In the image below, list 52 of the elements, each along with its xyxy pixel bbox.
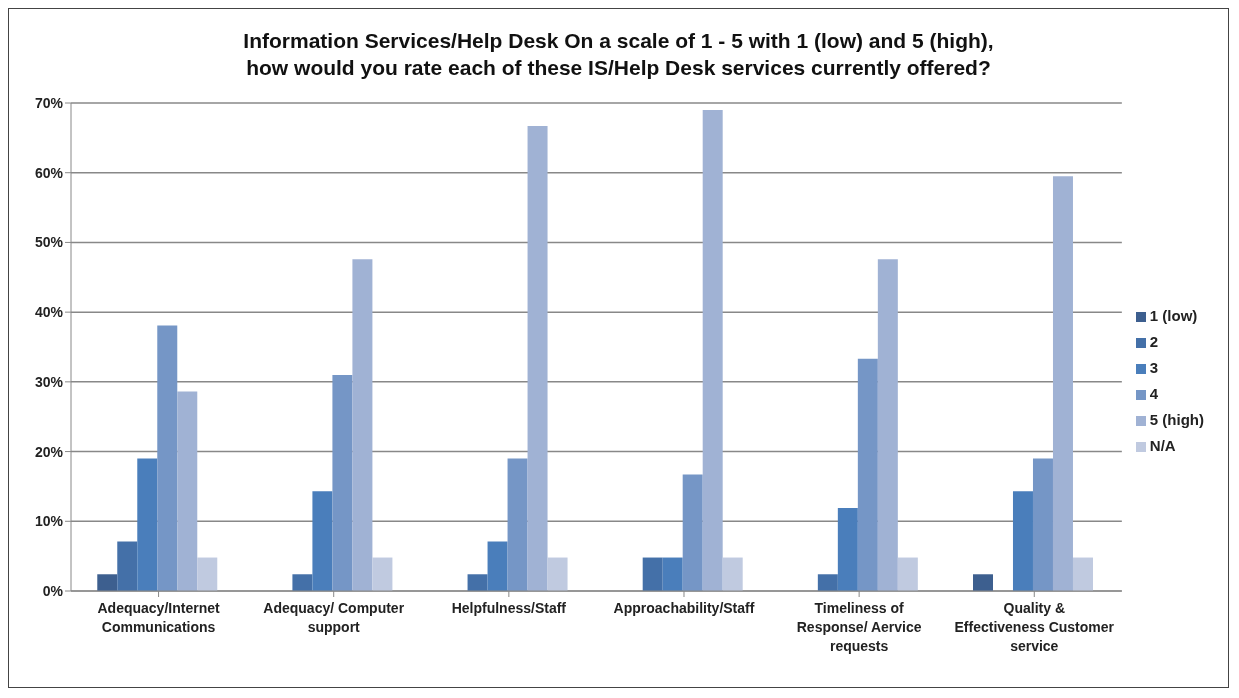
bar	[877, 259, 898, 591]
x-tick-label: Approachability/Staff	[613, 600, 755, 616]
y-tick-label: 0%	[42, 582, 64, 599]
bar	[527, 126, 548, 591]
bar	[352, 259, 373, 591]
bar	[662, 557, 683, 591]
bar	[722, 557, 743, 591]
y-tick-label: 20%	[34, 443, 64, 460]
bar	[897, 557, 918, 591]
bar	[197, 557, 218, 591]
bar	[137, 458, 158, 591]
y-tick-label: 50%	[34, 234, 64, 251]
y-tick-label: 70%	[34, 94, 64, 111]
bar	[117, 541, 138, 591]
legend-label: 4	[1149, 385, 1159, 402]
x-tick-label: Helpfulness/Staff	[451, 600, 567, 616]
bar	[1012, 491, 1033, 591]
x-tick-label: Adequacy/Internet Communications	[97, 600, 220, 635]
bar	[1052, 176, 1073, 591]
legend-label: 5 (high)	[1149, 411, 1204, 428]
legend-label: N/A	[1149, 437, 1176, 454]
x-tick-label: Adequacy/ Computer support	[263, 600, 405, 635]
y-tick-label: 60%	[34, 164, 64, 181]
x-tick-label: Quality & Effectiveness Customer service	[954, 600, 1115, 654]
bar	[702, 109, 723, 591]
x-tick-label: Timeliness of Response/ Aervice requests	[796, 600, 922, 654]
bar	[487, 541, 508, 591]
bar	[177, 391, 198, 591]
y-tick-label: 10%	[34, 513, 64, 530]
legend-label: 3	[1149, 359, 1159, 376]
legend-label: 1 (low)	[1149, 307, 1198, 324]
y-tick-label: 40%	[34, 304, 64, 321]
bar	[372, 557, 393, 591]
legend-label: 2	[1149, 333, 1159, 350]
chart-title: Information Services/Help Desk On a scale of 1 - 5 with 1 (low) and 5 (high), how would you rate each of these IS/Help Desk services currently offered?	[242, 28, 995, 81]
bar	[642, 557, 663, 591]
bar	[972, 574, 993, 591]
bar	[1032, 458, 1053, 591]
bar	[837, 508, 858, 591]
bar	[467, 574, 488, 591]
bar	[507, 458, 528, 591]
bar	[157, 325, 178, 591]
bar	[312, 491, 333, 591]
bar	[682, 474, 703, 591]
bar	[857, 358, 878, 591]
bar	[332, 374, 353, 591]
bar	[1072, 557, 1093, 591]
bar	[97, 574, 118, 591]
bar	[817, 574, 838, 591]
y-tick-label: 30%	[34, 373, 64, 390]
bar	[547, 557, 568, 591]
bar	[292, 574, 313, 591]
